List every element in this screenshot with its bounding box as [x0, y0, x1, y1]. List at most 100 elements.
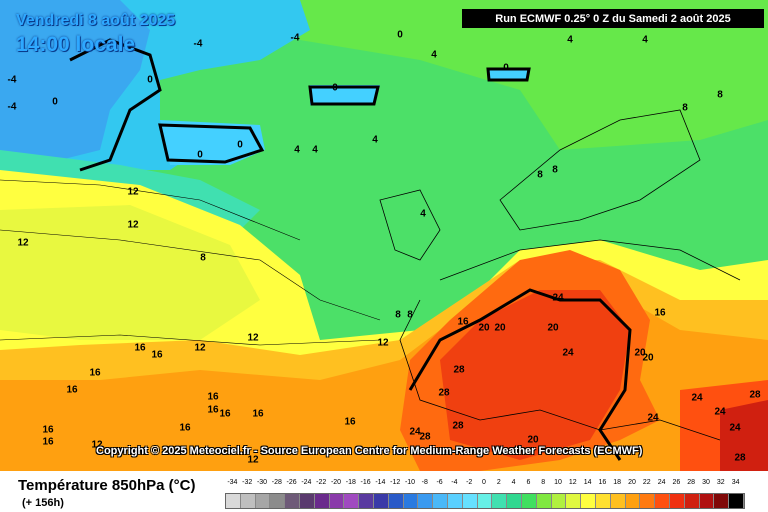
- copyright-notice: Copyright © 2025 Meteociel.fr - Source E…: [96, 445, 643, 457]
- isotherm-label: 28: [749, 389, 761, 401]
- temperature-map: Vendredi 8 août 2025 14:00 locale Run EC…: [0, 0, 768, 471]
- isotherm-label: 24: [729, 422, 741, 434]
- colorbar-tick-label: -6: [436, 479, 443, 486]
- field-blob-2: [488, 68, 530, 80]
- isotherm-label: 20: [547, 322, 559, 334]
- isotherm-label: 24: [562, 347, 574, 359]
- isotherm-label: 16: [42, 424, 54, 436]
- isotherm-label: 28: [438, 387, 450, 399]
- isotherm-label: 4: [420, 208, 426, 220]
- colorbar-cell: [610, 494, 626, 508]
- isotherm-label: 12: [17, 237, 29, 249]
- isotherm-label: 4: [642, 34, 648, 46]
- colorbar-cell: [299, 494, 315, 508]
- field-lightyellow: [0, 205, 260, 340]
- colorbar-cell: [403, 494, 419, 508]
- isotherm-thin-8: [0, 229, 381, 321]
- isotherm-label: 16: [42, 436, 54, 448]
- isotherm-label: 16: [457, 316, 469, 328]
- map-canvas: [0, 0, 768, 471]
- isotherm-label: 16: [207, 391, 219, 403]
- colorbar-cell: [255, 494, 271, 508]
- isotherm-label: -4: [7, 101, 17, 113]
- isotherm-label: 12: [127, 186, 139, 198]
- colorbar-tick-label: -32: [242, 479, 253, 486]
- isotherm-label: 0: [397, 29, 403, 41]
- isotherm-label: 12: [247, 454, 259, 466]
- isotherm-label: 28: [419, 431, 431, 443]
- isotherm-label: 16: [179, 422, 191, 434]
- isotherm-label: 8: [717, 89, 723, 101]
- isotherm-label: 4: [372, 134, 378, 146]
- colorbar-ticks: -34 -32 -30 -28 -26 -24 -22 -20 -18 -16 -14 -12 -10-…: [225, 479, 745, 491]
- isotherm-label: 8: [407, 309, 413, 321]
- isotherm-label: 28: [453, 364, 465, 376]
- isotherm-label: 12: [91, 439, 103, 451]
- isotherm-label: 20: [527, 434, 539, 446]
- isotherm-label: 0: [332, 82, 338, 94]
- colorbar-tick-label: 34: [731, 479, 740, 486]
- colorbar-tick-label: 20: [628, 479, 636, 486]
- colorbar-cell: [699, 494, 715, 508]
- isotherm-thick-20: [408, 288, 632, 461]
- isotherm-label: 16: [344, 416, 356, 428]
- field-deepred: [440, 290, 630, 460]
- model-run-info: Run ECMWF 0.25° 0 Z du Samedi 2 août 202…: [462, 9, 764, 28]
- field-lightgreen: [300, 0, 768, 150]
- forecast-local-time: 14:00 locale: [16, 33, 136, 56]
- coast-europe-north: [439, 239, 741, 281]
- colorbar-cell: [669, 494, 685, 508]
- coast-scandinavia: [499, 109, 701, 231]
- colorbar-tick-label: 30: [702, 479, 710, 486]
- colorbar-cell: [433, 494, 448, 508]
- colorbar-cell: [595, 494, 611, 508]
- isotherm-label: 16: [654, 307, 666, 319]
- isotherm-thick-0-b: [158, 123, 265, 164]
- isotherm-label: 20: [634, 347, 646, 359]
- isotherm-label: 0: [197, 149, 203, 161]
- legend: Température 850hPa (°C) (+ 156h) -34 -32-…: [0, 471, 768, 512]
- colorbar-tick-label: -2: [466, 479, 473, 486]
- isotherm-label: 12: [127, 219, 139, 231]
- isotherm-label: 4: [312, 144, 318, 156]
- colorbar-tick-label: 4: [511, 479, 516, 486]
- colorbar-tick-label: -30: [256, 479, 268, 486]
- isotherm-label: 24: [552, 292, 564, 304]
- field-iceland-sea: [160, 120, 265, 165]
- colorbar-cell: [640, 494, 656, 508]
- isotherm-label: 20: [478, 322, 490, 334]
- colorbar-tick-label: -16: [360, 479, 371, 486]
- isotherm-thick-0: [69, 38, 162, 172]
- isotherm-label: 24: [714, 406, 726, 418]
- coast-uk: [379, 189, 441, 261]
- colorbar-tick-label: 16: [598, 479, 607, 486]
- colorbar-cell: [507, 494, 522, 508]
- isotherm-label: 28: [452, 420, 464, 432]
- isotherm-label: 16: [207, 404, 219, 416]
- legend-title: Température 850hPa (°C): [18, 477, 196, 494]
- isotherm-label: 4: [567, 34, 573, 46]
- colorbar-cell: [566, 494, 582, 508]
- colorbar-tick-label: -4: [451, 479, 458, 486]
- forecast-date: Vendredi 8 août 2025: [16, 12, 176, 29]
- isotherm-label: 24: [409, 426, 421, 438]
- colorbar-tick-label: 32: [716, 479, 725, 486]
- colorbar-tick-label: -14: [375, 479, 386, 486]
- isotherm-label: 16: [89, 367, 101, 379]
- colorbar-tick-label: 6: [526, 479, 531, 486]
- colorbar-cell: [240, 494, 256, 508]
- colorbar-tick-label: 8: [541, 479, 546, 486]
- isotherm-label: 8: [552, 164, 558, 176]
- colorbar-tick-label: 2: [496, 479, 501, 486]
- colorbar-tick-label: -10: [404, 479, 416, 486]
- colorbar-tick-label: -20: [330, 479, 342, 486]
- colorbar-cell: [551, 494, 567, 508]
- isotherm-label: 8: [682, 102, 688, 114]
- colorbar-tick-label: 0: [482, 479, 486, 486]
- isotherm-thin-4: [0, 179, 301, 241]
- colorbar-cell: [344, 494, 360, 508]
- isotherm-label: 16: [252, 408, 264, 420]
- colorbar-cell: [314, 494, 330, 508]
- colorbar-cell: [655, 494, 670, 508]
- colorbar-tick-label: -8: [421, 479, 428, 486]
